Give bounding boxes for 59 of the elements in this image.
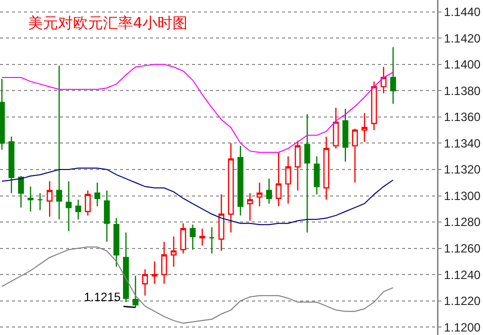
y-tick-label: 1.1280 bbox=[444, 215, 481, 230]
candlestick bbox=[294, 140, 301, 192]
candlestick bbox=[228, 142, 234, 234]
candlestick bbox=[314, 156, 320, 196]
candlestick bbox=[180, 222, 186, 254]
y-tick-label: 1.1420 bbox=[444, 31, 481, 46]
y-tick-label: 1.1360 bbox=[444, 110, 481, 124]
y-tick-label: 1.1200 bbox=[444, 320, 481, 334]
candlestick bbox=[256, 182, 262, 207]
candlestick bbox=[161, 241, 168, 284]
y-tick-label: 1.1380 bbox=[444, 84, 481, 98]
candlestick bbox=[276, 152, 282, 207]
candlestick bbox=[332, 107, 339, 150]
candlestick bbox=[304, 114, 310, 234]
candlestick bbox=[342, 108, 348, 162]
candlestick bbox=[66, 180, 72, 232]
candlestick bbox=[123, 232, 129, 303]
y-tick-label: 1.1400 bbox=[444, 58, 481, 72]
candlestick bbox=[18, 175, 24, 208]
y-tick-label: 1.1260 bbox=[444, 241, 481, 256]
candlestick bbox=[247, 192, 253, 222]
candlestick bbox=[190, 224, 196, 250]
candlestick bbox=[56, 65, 62, 220]
candlestick bbox=[8, 136, 14, 194]
candlestick bbox=[28, 186, 34, 212]
candlestick bbox=[323, 136, 330, 200]
candlestick bbox=[199, 228, 206, 246]
line-series bbox=[1, 168, 394, 226]
candlestick bbox=[352, 128, 358, 184]
y-tick-label: 1.1440 bbox=[444, 5, 481, 20]
candlestick bbox=[132, 275, 138, 308]
annotation: 1.1215 bbox=[84, 290, 122, 304]
candlestick bbox=[152, 260, 158, 284]
candlestick bbox=[104, 190, 110, 242]
candlestick bbox=[371, 80, 377, 131]
candlestick bbox=[37, 192, 44, 211]
candlestick bbox=[238, 145, 244, 216]
candlestick bbox=[390, 46, 396, 104]
text: 美元对欧元汇率4小时图 bbox=[28, 14, 188, 32]
candlestick bbox=[84, 190, 91, 216]
candlestick bbox=[46, 180, 53, 218]
candlestick bbox=[94, 182, 100, 207]
y-tick-label: 1.1300 bbox=[444, 188, 481, 203]
candlestick bbox=[362, 112, 368, 142]
candlestick bbox=[208, 226, 215, 254]
y-tick-label: 1.1220 bbox=[444, 294, 481, 308]
y-tick-label: 1.1340 bbox=[444, 136, 481, 150]
line-series bbox=[1, 64, 394, 153]
candlestick bbox=[113, 217, 120, 268]
candlestick bbox=[218, 194, 224, 252]
y-tick-label: 1.1240 bbox=[444, 268, 481, 282]
y-tick-label: 1.1320 bbox=[444, 162, 481, 177]
candlestick bbox=[266, 178, 272, 204]
candlestick bbox=[285, 156, 292, 204]
candlestick bbox=[0, 78, 5, 150]
candlestick bbox=[142, 268, 148, 296]
candlestick bbox=[170, 236, 177, 268]
candlestick bbox=[75, 199, 82, 220]
candlestick bbox=[380, 66, 387, 94]
